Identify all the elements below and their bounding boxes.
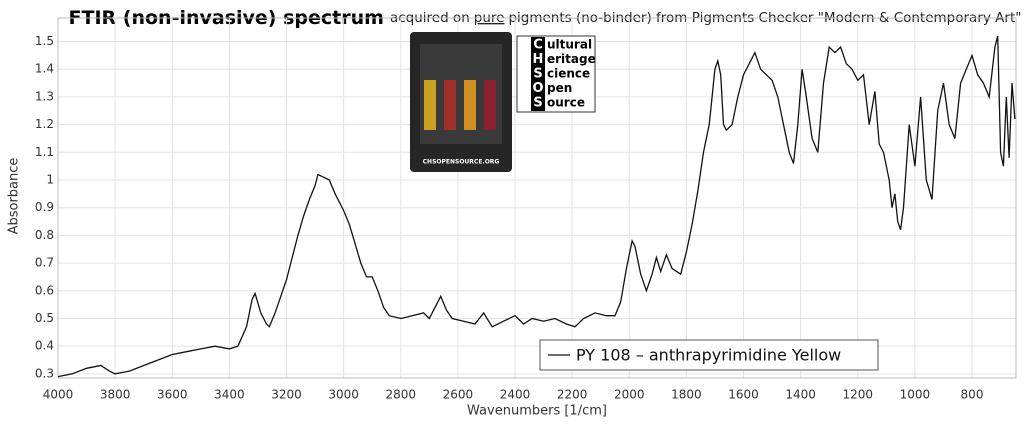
logo-box — [516, 35, 596, 113]
x-tick-label: 3600 — [157, 388, 188, 402]
y-tick-label: 1.2 — [35, 117, 54, 131]
x-tick-label: 1400 — [785, 388, 816, 402]
x-tick-label: 1200 — [842, 388, 873, 402]
logo-letter: S — [533, 96, 542, 111]
logo-letter: S — [533, 67, 542, 82]
x-tick-label: 3200 — [271, 388, 302, 402]
legend-label: PY 108 – anthrapyrimidine Yellow — [576, 346, 841, 365]
y-tick-label: 0.8 — [35, 228, 54, 242]
logo-swatch — [444, 80, 456, 130]
logo-bar — [531, 37, 545, 111]
y-tick-label: 1.4 — [35, 62, 54, 76]
y-tick-label: 0.3 — [35, 366, 54, 380]
legend-box — [539, 339, 879, 371]
x-tick-label: 4000 — [43, 388, 74, 402]
x-tick-label: 1600 — [728, 388, 759, 402]
y-tick-label: 0.6 — [35, 283, 54, 297]
spectrum-line — [57, 35, 1016, 378]
y-tick-label: 0.4 — [35, 339, 54, 353]
logo-card-text: CHSOPENSOURCE.ORG — [423, 159, 500, 166]
x-tick-label: 2200 — [557, 388, 588, 402]
x-tick-label: 3800 — [100, 388, 131, 402]
logo-word: cience — [547, 67, 590, 81]
y-tick-label: 1 — [46, 173, 54, 187]
logo-letter: H — [533, 52, 544, 67]
logo-letter: C — [533, 38, 543, 53]
y-tick-label: 1.3 — [35, 89, 54, 103]
y-tick-label: 1.5 — [35, 34, 54, 48]
logo-letter: O — [532, 81, 543, 96]
logo-word: eritage — [547, 52, 596, 66]
logo-word: pen — [547, 81, 572, 95]
logo-swatch — [484, 80, 496, 130]
plot-frame — [57, 17, 1017, 379]
x-tick-label: 2600 — [443, 388, 474, 402]
x-tick-label: 2000 — [614, 388, 645, 402]
x-tick-label: 3000 — [328, 388, 359, 402]
x-tick-label: 1000 — [900, 388, 931, 402]
logo-swatch — [424, 80, 436, 130]
y-tick-label: 0.9 — [35, 200, 54, 214]
logo-word: ource — [547, 96, 585, 110]
y-tick-label: 0.5 — [35, 311, 54, 325]
logo-word: ultural — [547, 38, 592, 52]
y-axis-title: Absorbance — [7, 158, 22, 235]
x-tick-label: 3400 — [214, 388, 245, 402]
x-axis-title: Wavenumbers [1/cm] — [467, 404, 607, 419]
x-tick-label: 2400 — [500, 388, 531, 402]
y-tick-label: 1.1 — [35, 145, 54, 159]
x-tick-label: 2800 — [385, 388, 416, 402]
y-tick-label: 0.7 — [35, 256, 54, 270]
logo-swatch — [464, 80, 476, 130]
x-tick-label: 800 — [961, 388, 984, 402]
x-tick-label: 1800 — [671, 388, 702, 402]
